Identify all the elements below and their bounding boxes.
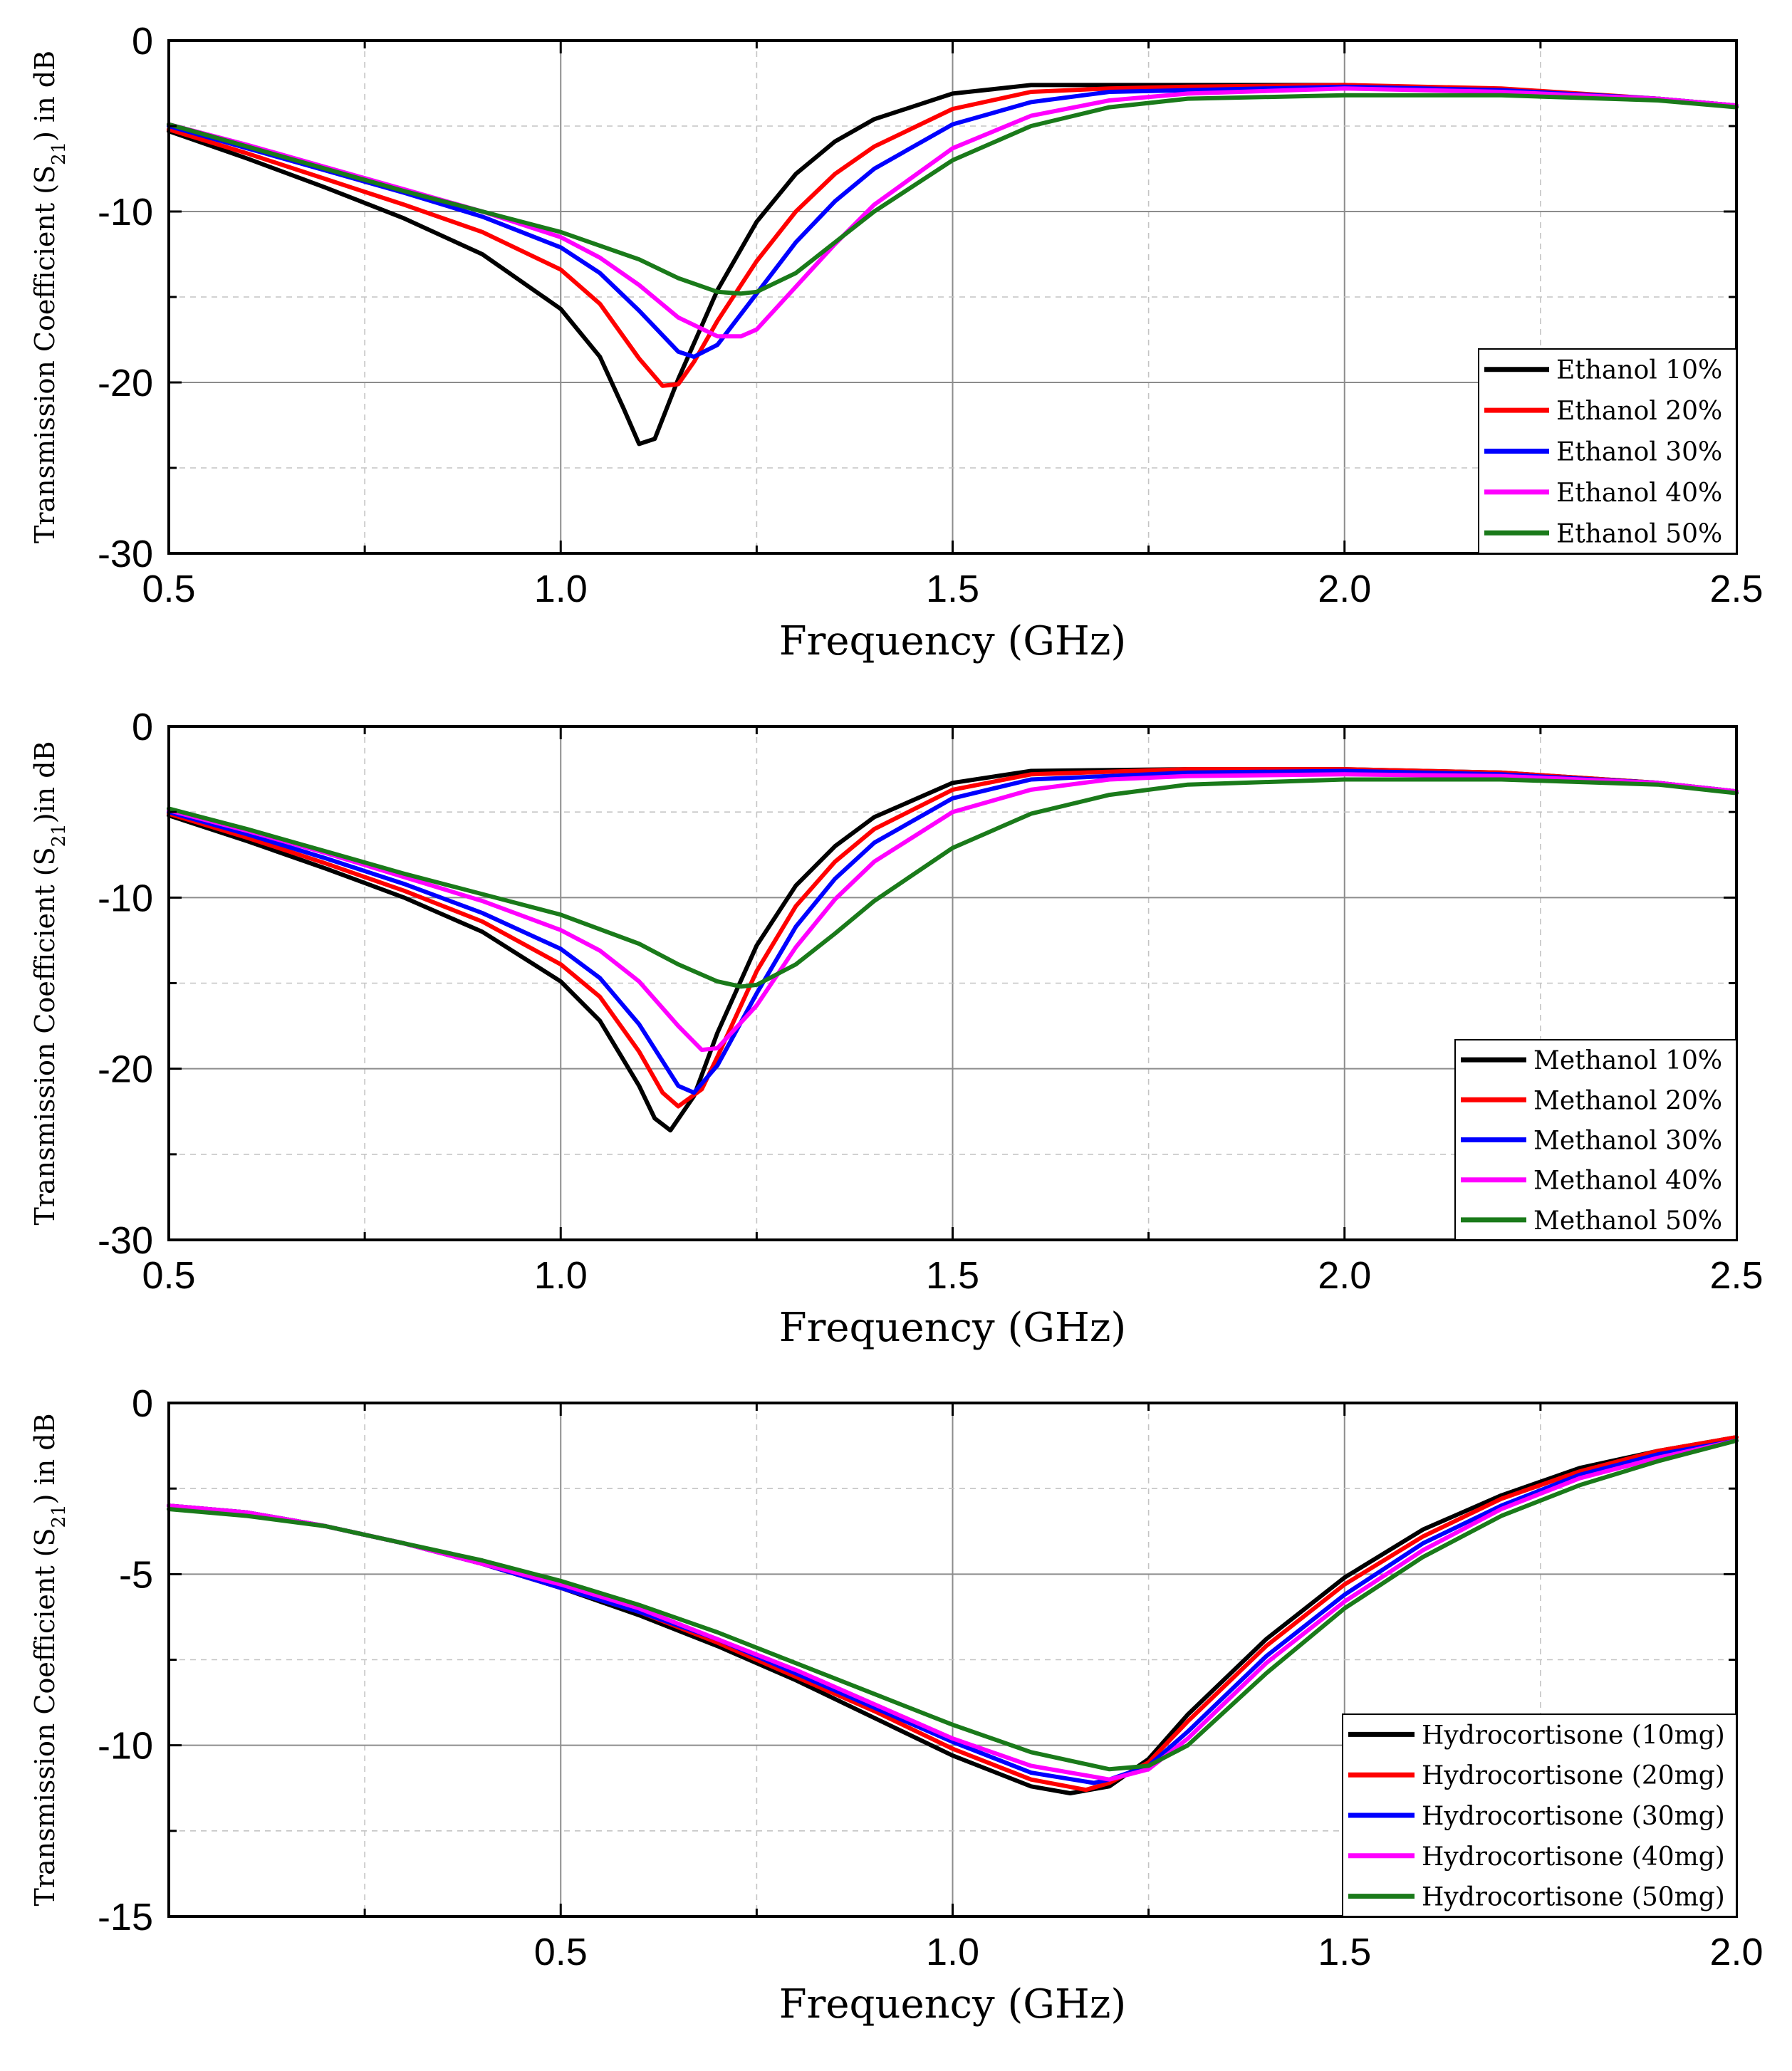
x-tick-label: 0.5 xyxy=(534,1931,588,1973)
series-line-2 xyxy=(167,83,1739,388)
y-tick-label: 0 xyxy=(132,1382,153,1425)
legend-label-2: Hydrocortisone (20mg) xyxy=(1422,1761,1725,1790)
y-tick-label: 0 xyxy=(132,706,153,748)
y-axis-title-main: Transmission Coefficient (S xyxy=(29,847,61,1225)
legend-label-1: Methanol 10% xyxy=(1533,1046,1722,1075)
x-tick-label: 0.5 xyxy=(142,568,195,610)
series-lines xyxy=(167,1435,1739,1795)
x-tick-label: 1.5 xyxy=(1318,1931,1371,1973)
grid xyxy=(169,41,1736,553)
legend: Methanol 10% Methanol 20% Methanol 30% Meth… xyxy=(1454,1039,1737,1241)
legend-label-1: Hydrocortisone (10mg) xyxy=(1422,1721,1725,1750)
series-line-2 xyxy=(167,767,1739,1109)
y-tick-label: -20 xyxy=(98,362,153,405)
y-axis-title: Transmission Coefficient (S21) in dB xyxy=(29,51,70,543)
y-tick-label: -15 xyxy=(98,1896,153,1939)
x-tick-label: 1.0 xyxy=(534,568,588,610)
y-axis-title: Transmission Coefficient (S21)in dB xyxy=(29,741,70,1226)
x-axis-title: Frequency (GHz) xyxy=(779,1305,1126,1351)
y-tick-label: -10 xyxy=(98,191,153,234)
y-tick-label: 0 xyxy=(132,20,153,63)
y-tick-label: -30 xyxy=(98,533,153,575)
legend-label-5: Methanol 50% xyxy=(1533,1206,1722,1236)
y-tick-label: -10 xyxy=(98,1725,153,1768)
series-line-5 xyxy=(167,93,1739,296)
legend-label-1: Ethanol 10% xyxy=(1556,356,1722,385)
y-axis-title-main: Transmission Coefficient (S xyxy=(29,165,61,543)
x-tick-label: 2.0 xyxy=(1318,1254,1371,1297)
legend-label-2: Methanol 20% xyxy=(1533,1086,1722,1115)
y-axis-title-main: Transmission Coefficient (S xyxy=(29,1528,61,1906)
series-line-4 xyxy=(167,772,1739,1053)
x-axis-title: Frequency (GHz) xyxy=(779,1981,1126,2028)
y-tick-label: -30 xyxy=(98,1219,153,1262)
legend-label-3: Hydrocortisone (30mg) xyxy=(1422,1802,1725,1831)
y-axis-title-tail: ) in dB xyxy=(29,1413,61,1504)
legend-label-5: Ethanol 50% xyxy=(1556,519,1722,548)
legend-label-4: Ethanol 40% xyxy=(1556,479,1722,508)
chart-3: 0.5 1.0 1.5 2.0 -15 -10 -5 0 Frequency (GHz) Tran… xyxy=(29,1382,1764,2028)
legend: Ethanol 10% Ethanol 20% Ethanol 30% Ethanol… xyxy=(1478,348,1737,554)
y-axis-title-subscript: 21 xyxy=(48,823,70,847)
y-tick-label: -10 xyxy=(98,877,153,919)
x-tick-label: 1.5 xyxy=(926,568,979,610)
x-tick-label: 2.0 xyxy=(1709,1931,1763,1973)
x-tick-label: 2.0 xyxy=(1318,568,1371,610)
x-tick-label: 1.5 xyxy=(926,1254,979,1297)
x-tick-label: 2.5 xyxy=(1709,1254,1763,1297)
y-axis-title: Transmission Coefficient (S21) in dB xyxy=(29,1413,70,1906)
x-tick-label: 2.5 xyxy=(1709,568,1763,610)
series-line-5 xyxy=(167,777,1739,989)
x-tick-label: 0.5 xyxy=(142,1254,195,1297)
y-axis-title-tail: )in dB xyxy=(29,741,61,824)
y-tick-label: -20 xyxy=(98,1048,153,1091)
legend-label-4: Methanol 40% xyxy=(1533,1167,1722,1196)
y-axis-title-subscript: 21 xyxy=(48,142,70,165)
legend: Hydrocortisone (10mg) Hydrocortisone (20m… xyxy=(1342,1713,1737,1917)
legend-label-3: Ethanol 30% xyxy=(1556,438,1722,467)
chart-1: 0.5 1.0 1.5 2.0 2.5 -30 -20 -10 0 Frequency (GHz)… xyxy=(29,20,1764,664)
series-line-5 xyxy=(167,1438,1739,1772)
x-axis-title: Frequency (GHz) xyxy=(779,618,1126,664)
chart-2: 0.5 1.0 1.5 2.0 2.5 -30 -20 -10 0 Frequency (GHz)… xyxy=(29,706,1764,1351)
series-lines xyxy=(167,767,1739,1133)
legend-label-3: Methanol 30% xyxy=(1533,1127,1722,1156)
y-axis-title-tail: ) in dB xyxy=(29,51,61,142)
y-tick-label: -5 xyxy=(119,1553,153,1596)
series-lines xyxy=(167,83,1739,447)
legend-label-5: Hydrocortisone (50mg) xyxy=(1422,1883,1725,1912)
legend-label-4: Hydrocortisone (40mg) xyxy=(1422,1842,1725,1872)
x-tick-label: 1.0 xyxy=(926,1931,979,1973)
legend-label-2: Ethanol 20% xyxy=(1556,397,1722,426)
y-axis-title-subscript: 21 xyxy=(48,1504,70,1528)
x-tick-label: 1.0 xyxy=(534,1254,588,1297)
